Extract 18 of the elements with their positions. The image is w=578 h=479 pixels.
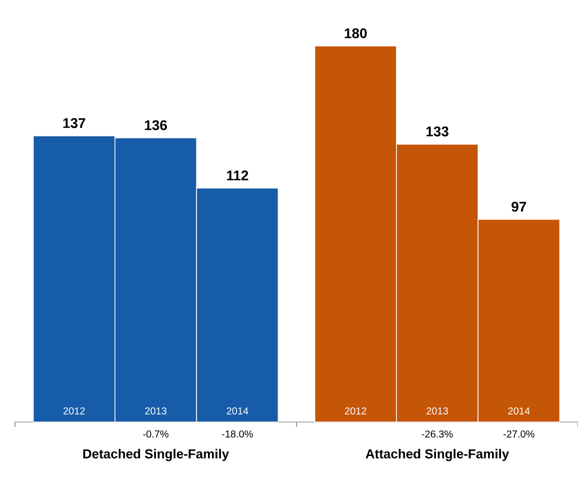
series-label: 2012 xyxy=(63,407,85,414)
x-tick-label: Attached Single-Family xyxy=(366,448,510,462)
data-label: 97 xyxy=(512,202,526,212)
text: -0.7% xyxy=(143,430,168,438)
data-label: 137 xyxy=(63,118,86,128)
series-label: 2013 xyxy=(145,407,166,414)
data-label: 136 xyxy=(144,120,167,130)
series-label: 2014 xyxy=(226,407,248,414)
data-label: 133 xyxy=(426,126,448,136)
text: -18.0% xyxy=(222,430,253,438)
text: 2012 xyxy=(344,407,366,414)
text: -26.3% xyxy=(422,430,453,438)
text: -27.0% xyxy=(503,430,534,438)
data-label: 112 xyxy=(226,170,248,180)
data-label: 180 xyxy=(344,28,367,38)
text: 2013 xyxy=(426,407,448,414)
text: 2014 xyxy=(508,407,530,414)
x-tick-label: Detached Single-Family xyxy=(83,448,230,462)
